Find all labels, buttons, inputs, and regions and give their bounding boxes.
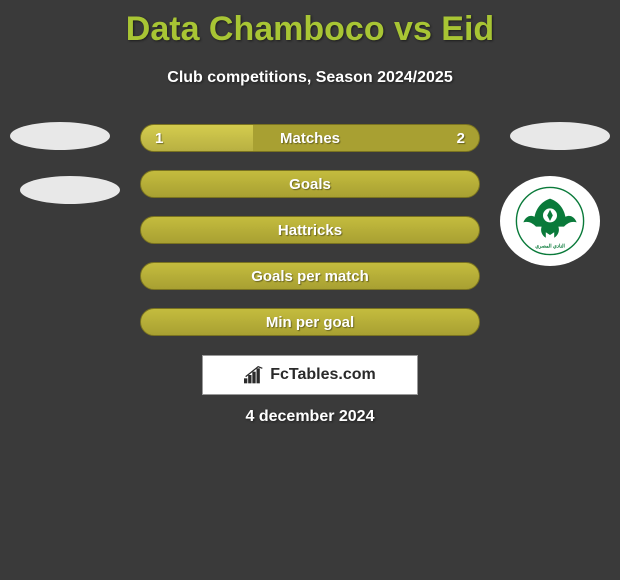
row-mpg: Min per goal (140, 308, 480, 336)
row-matches: 1 Matches 2 (140, 124, 480, 152)
row-goals-label: Goals (289, 176, 331, 193)
row-goals: Goals (140, 170, 480, 198)
date-label: 4 december 2024 (0, 408, 620, 426)
subtitle: Club competitions, Season 2024/2025 (0, 69, 620, 87)
team2-logo-b: النادي المصري (500, 176, 600, 266)
page-title: Data Chamboco vs Eid (0, 0, 620, 49)
fctables-badge[interactable]: FcTables.com (202, 355, 418, 395)
row-matches-right: 2 (457, 130, 465, 147)
svg-text:النادي المصري: النادي المصري (535, 244, 565, 250)
team2-logo-a (510, 122, 610, 150)
fctables-label: FcTables.com (270, 366, 376, 384)
row-hattricks-label: Hattricks (278, 222, 342, 239)
row-hattricks: Hattricks (140, 216, 480, 244)
team1-logo-b (20, 176, 120, 204)
team1-logo-a (10, 122, 110, 150)
chart-icon (244, 366, 264, 384)
row-matches-left: 1 (155, 130, 163, 147)
row-gpm-label: Goals per match (251, 268, 369, 285)
row-mpg-label: Min per goal (266, 314, 354, 331)
row-matches-label: Matches (280, 130, 340, 147)
row-gpm: Goals per match (140, 262, 480, 290)
stats-rows: 1 Matches 2 Goals Hattricks Goals per ma… (140, 124, 480, 354)
eagle-icon: النادي المصري (515, 186, 585, 256)
